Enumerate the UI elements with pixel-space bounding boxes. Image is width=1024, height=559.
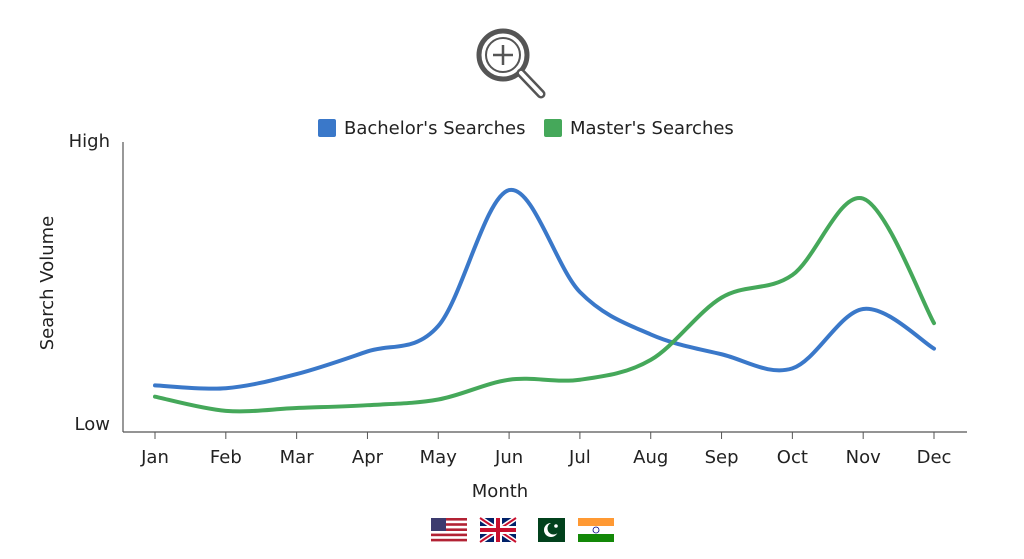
x-tick-label: Nov: [846, 447, 881, 468]
flag-in: [578, 518, 614, 542]
legend-swatch: [318, 119, 336, 137]
y-tick-label: Low: [75, 414, 110, 435]
flag-uk: [478, 515, 518, 545]
legend-label: Bachelor's Searches: [344, 118, 526, 139]
legend-label: Master's Searches: [570, 118, 734, 139]
x-tick-label: Aug: [633, 447, 668, 468]
x-tick-label: Jul: [568, 447, 591, 468]
y-axis-label: Search Volume: [37, 216, 58, 351]
zoom-icon: [476, 28, 546, 99]
legend-swatch: [544, 119, 562, 137]
x-tick-label: May: [420, 447, 458, 468]
flag-us: [431, 518, 467, 542]
x-tick-label: Sep: [705, 447, 739, 468]
x-tick-label: Dec: [917, 447, 952, 468]
flags: [431, 515, 614, 545]
flag-pk: [529, 518, 565, 542]
series-line: [153, 196, 936, 414]
x-tick-label: Jan: [140, 447, 169, 468]
x-tick-label: Jun: [494, 447, 523, 468]
x-tick-label: Mar: [280, 447, 315, 468]
y-tick-label: High: [69, 131, 110, 152]
x-tick-label: Apr: [352, 447, 384, 468]
series-line: [153, 188, 936, 391]
x-axis-label: Month: [472, 481, 528, 502]
x-tick-label: Oct: [777, 447, 808, 468]
x-tick-label: Feb: [210, 447, 242, 468]
